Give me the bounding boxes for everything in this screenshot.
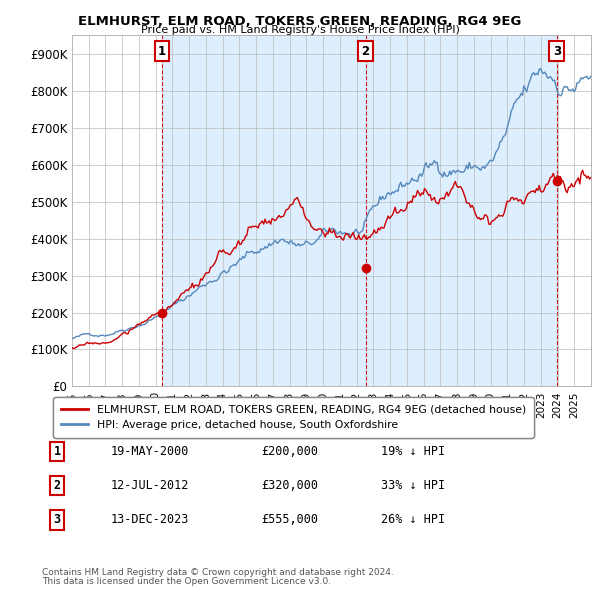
Bar — [162, 35, 557, 386]
Legend: ELMHURST, ELM ROAD, TOKERS GREEN, READING, RG4 9EG (detached house), HPI: Averag: ELMHURST, ELM ROAD, TOKERS GREEN, READIN… — [53, 397, 533, 438]
Text: £320,000: £320,000 — [261, 479, 318, 492]
Text: This data is licensed under the Open Government Licence v3.0.: This data is licensed under the Open Gov… — [42, 578, 331, 586]
Text: 13-DEC-2023: 13-DEC-2023 — [111, 513, 190, 526]
Text: 1: 1 — [53, 445, 61, 458]
Text: 33% ↓ HPI: 33% ↓ HPI — [381, 479, 445, 492]
Text: 19% ↓ HPI: 19% ↓ HPI — [381, 445, 445, 458]
Text: 1: 1 — [158, 45, 166, 58]
Text: 3: 3 — [553, 45, 561, 58]
Text: £555,000: £555,000 — [261, 513, 318, 526]
Text: 12-JUL-2012: 12-JUL-2012 — [111, 479, 190, 492]
Text: Contains HM Land Registry data © Crown copyright and database right 2024.: Contains HM Land Registry data © Crown c… — [42, 568, 394, 577]
Text: 3: 3 — [53, 513, 61, 526]
Text: ELMHURST, ELM ROAD, TOKERS GREEN, READING, RG4 9EG: ELMHURST, ELM ROAD, TOKERS GREEN, READIN… — [79, 15, 521, 28]
Text: 2: 2 — [362, 45, 370, 58]
Text: 19-MAY-2000: 19-MAY-2000 — [111, 445, 190, 458]
Text: 2: 2 — [53, 479, 61, 492]
Text: £200,000: £200,000 — [261, 445, 318, 458]
Text: Price paid vs. HM Land Registry's House Price Index (HPI): Price paid vs. HM Land Registry's House … — [140, 25, 460, 35]
Text: 26% ↓ HPI: 26% ↓ HPI — [381, 513, 445, 526]
